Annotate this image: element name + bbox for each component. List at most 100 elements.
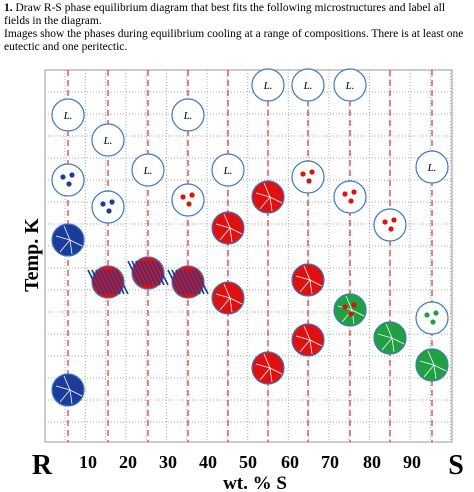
microstructure [415, 348, 449, 382]
microstructure [251, 180, 285, 214]
grain-boundary [385, 323, 393, 339]
lamella [87, 269, 101, 295]
particle [382, 219, 388, 225]
microstructure [373, 321, 407, 355]
grain-boundary [427, 350, 435, 366]
grain-boundary [69, 239, 73, 255]
question-number: 1. [4, 2, 13, 14]
eutectic-circle [131, 256, 165, 290]
grain-boundary [263, 353, 271, 369]
lamella [127, 260, 141, 286]
particle [342, 191, 348, 197]
microstructure [51, 223, 85, 257]
grain-boundary [299, 339, 311, 353]
liquid-label: L. [103, 135, 113, 147]
lamella [131, 260, 145, 286]
solid-circle [51, 223, 85, 257]
lamella [167, 269, 181, 295]
grain-boundary [63, 225, 71, 241]
x-axis-label: 40 [199, 452, 217, 472]
microstructure [211, 281, 245, 315]
grain-boundary [219, 227, 231, 241]
x-axis-label: 70 [321, 452, 339, 472]
liquid-circle [251, 68, 285, 102]
solid-circle [291, 323, 325, 357]
solid-circle [211, 281, 245, 315]
x-axis-label: 30 [159, 452, 177, 472]
two-phase-circle [51, 163, 85, 197]
microstructure: L. [131, 153, 165, 187]
lamella [183, 269, 197, 295]
x-axis-label: 60 [281, 452, 299, 472]
lamella [99, 269, 113, 295]
plot-frame [44, 69, 453, 443]
lamella [107, 269, 121, 295]
particle [60, 174, 66, 180]
lamella [115, 269, 129, 295]
liquid-label: L. [263, 80, 273, 92]
liquid-label: L. [303, 80, 313, 92]
lamella [155, 260, 169, 286]
particle [66, 181, 72, 187]
grain-boundary [229, 297, 233, 313]
liquid-circle [415, 150, 449, 184]
two-phase-circle [171, 183, 205, 217]
grain-boundary [223, 283, 231, 299]
lamella [151, 260, 165, 286]
microstructure: L. [211, 153, 245, 187]
microstructure [51, 163, 85, 197]
microstructure [251, 351, 285, 385]
liquid-circle [211, 153, 245, 187]
grain-boundary [381, 337, 393, 351]
grain-boundary [263, 182, 271, 198]
liquid-circle [91, 123, 125, 157]
lamella [143, 260, 157, 286]
two-phase-circle [91, 190, 125, 224]
particle [424, 312, 430, 318]
x-axis-label: R [32, 450, 53, 481]
grain-boundary [423, 364, 435, 378]
microstructure [87, 265, 129, 299]
lamella [139, 260, 153, 286]
particle [189, 192, 195, 198]
microstructure: L. [333, 68, 367, 102]
liquid-circle [171, 98, 205, 132]
particle [342, 304, 348, 310]
particle [69, 172, 75, 178]
microstructure [127, 256, 169, 290]
particle [348, 311, 354, 317]
liquid-label: L. [143, 165, 153, 177]
particle [100, 201, 106, 207]
particle [348, 198, 354, 204]
microstructure [91, 190, 125, 224]
lamella [135, 260, 149, 286]
solid-circle [373, 321, 407, 355]
grain-boundary [269, 196, 273, 212]
grain-boundary [309, 339, 313, 355]
liquid-label: L. [63, 110, 73, 122]
grain-boundary [229, 227, 233, 243]
lamella [91, 269, 105, 295]
microstructure [211, 211, 245, 245]
particle [109, 199, 115, 205]
particle [106, 208, 112, 214]
liquid-label: L. [427, 162, 437, 174]
solid-circle [51, 373, 85, 407]
microstructure [51, 373, 85, 407]
grain-boundary [219, 297, 231, 311]
x-axis-label: S [448, 450, 464, 481]
particle [391, 217, 397, 223]
grain-boundary [299, 279, 311, 293]
lamella [147, 260, 161, 286]
microstructure [333, 293, 367, 327]
microstructure: L. [171, 98, 205, 132]
grain-boundary [303, 325, 311, 341]
particle [186, 201, 192, 207]
x-axis-label: 50 [239, 452, 257, 472]
grain-boundary [259, 196, 271, 210]
liquid-circle [131, 153, 165, 187]
liquid-circle [291, 68, 325, 102]
lamella [187, 269, 201, 295]
grain-boundary [69, 389, 73, 405]
